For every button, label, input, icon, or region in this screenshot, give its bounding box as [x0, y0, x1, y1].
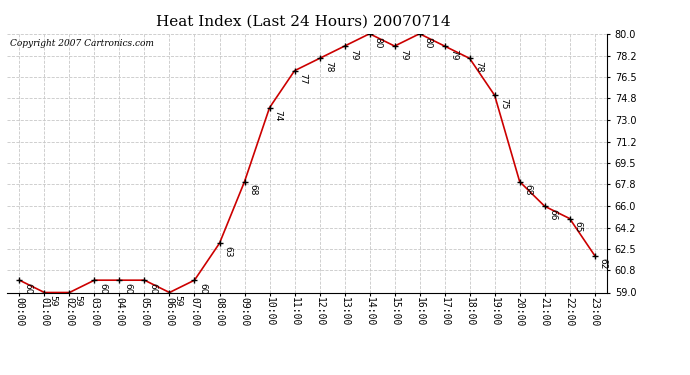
Text: Heat Index (Last 24 Hours) 20070714: Heat Index (Last 24 Hours) 20070714 — [157, 15, 451, 29]
Text: 60: 60 — [124, 283, 132, 294]
Text: 60: 60 — [199, 283, 208, 294]
Text: 59: 59 — [74, 295, 83, 307]
Text: 79: 79 — [348, 49, 357, 60]
Text: 63: 63 — [224, 246, 233, 258]
Text: 79: 79 — [399, 49, 408, 60]
Text: 62: 62 — [599, 258, 608, 270]
Text: 60: 60 — [148, 283, 157, 294]
Text: 68: 68 — [524, 184, 533, 196]
Text: 65: 65 — [574, 221, 583, 233]
Text: Copyright 2007 Cartronics.com: Copyright 2007 Cartronics.com — [10, 39, 154, 48]
Text: 77: 77 — [299, 74, 308, 85]
Text: 75: 75 — [499, 98, 508, 109]
Text: 68: 68 — [248, 184, 257, 196]
Text: 78: 78 — [474, 61, 483, 73]
Text: 80: 80 — [374, 36, 383, 48]
Text: 59: 59 — [48, 295, 57, 307]
Text: 59: 59 — [174, 295, 183, 307]
Text: 80: 80 — [424, 36, 433, 48]
Text: 78: 78 — [324, 61, 333, 73]
Text: 79: 79 — [448, 49, 457, 60]
Text: 74: 74 — [274, 111, 283, 122]
Text: 60: 60 — [23, 283, 32, 294]
Text: 60: 60 — [99, 283, 108, 294]
Text: 66: 66 — [549, 209, 558, 220]
